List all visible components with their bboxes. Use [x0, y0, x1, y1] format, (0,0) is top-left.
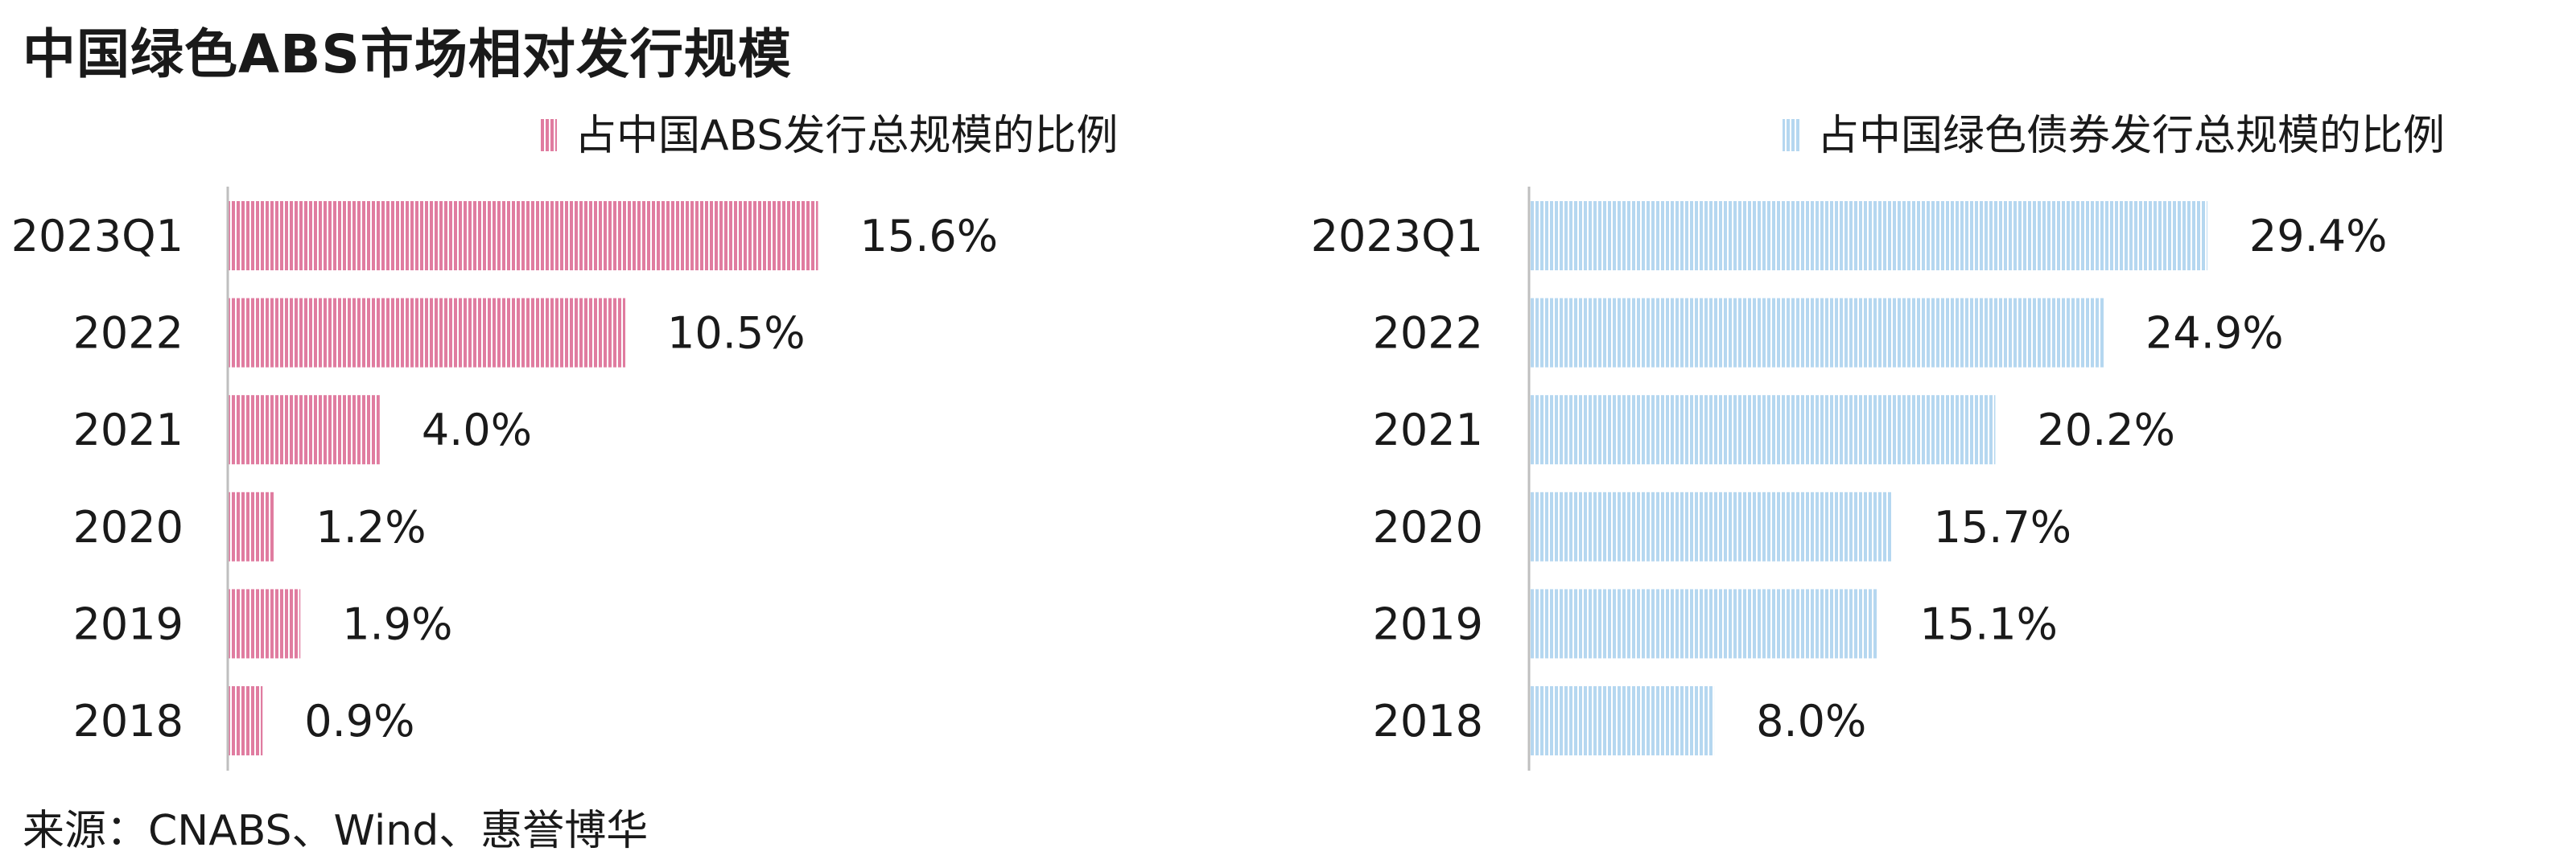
left-category-label-2022: 2022 — [73, 308, 183, 359]
right-value-label-2018: 8.0% — [1756, 696, 1866, 747]
right-value-label-2021: 20.2% — [2037, 405, 2175, 455]
right-value-label-2023Q1: 29.4% — [2249, 211, 2388, 261]
left-bar-2018 — [229, 686, 263, 755]
right-category-label-2022: 2022 — [1373, 308, 1483, 359]
left-category-label-2018: 2018 — [73, 696, 183, 747]
left-value-label-2022: 10.5% — [667, 308, 806, 359]
left-bar-2019 — [229, 589, 301, 659]
right-value-label-2019: 15.1% — [1919, 599, 2058, 649]
left-value-label-2018: 0.9% — [304, 696, 414, 747]
left-value-label-2019: 1.9% — [342, 599, 452, 649]
right-bar-2021 — [1530, 395, 1996, 465]
right-bar-2022 — [1530, 298, 2104, 368]
right-value-label-2022: 24.9% — [2145, 308, 2284, 359]
right-legend-swatch — [1783, 119, 1800, 151]
right-legend-label: 占中国绿色债券发行总规模的比例 — [1817, 112, 2445, 160]
left-legend-label: 占中国ABS发行总规模的比例 — [575, 112, 1118, 160]
left-bar-2022 — [229, 298, 626, 368]
right-value-label-2020: 15.7% — [1934, 502, 2072, 553]
right-bar-2020 — [1530, 492, 1892, 562]
right-bar-2019 — [1530, 589, 1878, 659]
right-category-label-2019: 2019 — [1373, 599, 1483, 649]
left-bar-2020 — [229, 492, 274, 562]
source-note: 来源：CNABS、Wind、惠誉博华 — [23, 807, 649, 855]
left-bar-2023Q1 — [229, 201, 818, 270]
right-category-label-2021: 2021 — [1373, 405, 1483, 455]
right-category-label-2023Q1: 2023Q1 — [1311, 211, 1483, 261]
left-value-label-2020: 1.2% — [315, 502, 426, 553]
right-category-label-2018: 2018 — [1373, 696, 1483, 747]
left-category-label-2023Q1: 2023Q1 — [11, 211, 183, 261]
left-category-label-2020: 2020 — [73, 502, 183, 553]
left-value-label-2021: 4.0% — [422, 405, 532, 455]
right-bar-2018 — [1530, 686, 1715, 755]
right-chart-panel: 占中国绿色债券发行总规模的比例 2023Q1 29.4% 2022 24.9% 2021 2… — [1311, 112, 2445, 771]
left-value-label-2023Q1: 15.6% — [860, 211, 999, 261]
left-legend-swatch — [539, 119, 557, 151]
left-category-label-2021: 2021 — [73, 405, 183, 455]
right-bar-2023Q1 — [1530, 201, 2207, 270]
left-category-label-2019: 2019 — [73, 599, 183, 649]
right-category-label-2020: 2020 — [1373, 502, 1483, 553]
left-bar-2021 — [229, 395, 380, 465]
chart-title: 中国绿色ABS市场相对发行规模 — [23, 23, 792, 85]
left-chart-panel: 占中国ABS发行总规模的比例 2023Q1 15.6% 2022 10.5% 2021 4.… — [11, 112, 1118, 771]
